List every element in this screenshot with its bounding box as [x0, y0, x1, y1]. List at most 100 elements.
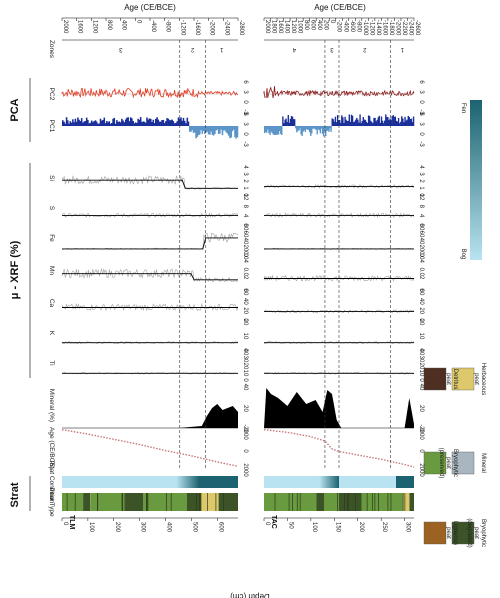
pc1-bar	[163, 123, 166, 126]
pc1-bar	[333, 121, 335, 126]
pc1-bar	[336, 115, 339, 126]
si-tick-label: 0	[418, 193, 424, 197]
ti-tick-label: 20	[418, 363, 424, 370]
pc1-bar	[106, 121, 108, 126]
pc1-bar	[83, 121, 85, 126]
fe-tick-label: 40	[418, 238, 424, 245]
section-xrf: μ - XRF (%)	[9, 240, 21, 299]
age-tick-label: 800	[106, 20, 112, 31]
pc1-bar	[136, 123, 138, 126]
pc1-bar	[340, 122, 342, 126]
age-tick-label: -1600	[381, 20, 387, 36]
ti-tick-label: 40	[242, 349, 248, 356]
pc1-bar	[274, 126, 277, 135]
depth-tick-label: 250	[381, 522, 387, 533]
pc1-bar	[191, 126, 194, 131]
pc1-TLM	[62, 117, 239, 139]
pc1-bar	[392, 115, 394, 126]
zone-label: 2	[190, 46, 194, 52]
pc1-bar	[360, 123, 362, 126]
pc1-tick-label: 0	[242, 132, 248, 136]
pc1-bar	[394, 116, 397, 126]
section-pca: PCA	[9, 98, 21, 121]
legend-label: Bryophytic	[480, 519, 486, 547]
pc1-bar	[279, 126, 281, 131]
pc1-bar	[332, 119, 334, 126]
ti-tick-label: 40	[418, 349, 424, 356]
ca-tick-label: 60	[418, 289, 424, 296]
pc1-bar	[180, 117, 182, 126]
pc1-bar	[73, 122, 75, 126]
core-label-TLM: TLM	[68, 515, 75, 530]
pc1-bar	[150, 118, 152, 126]
peat-type-segment	[62, 493, 84, 511]
pc1-bar	[374, 117, 376, 126]
track-bands: 2000 1600 1200 800 400 0 -400 -800 -1200 -1600 -20…	[61, 17, 420, 533]
pc1-bar	[63, 121, 65, 126]
pc1-bar	[74, 118, 77, 126]
mineral-tick-label: 0	[418, 428, 424, 432]
age-tick-label: -2400	[407, 20, 413, 36]
zones-TLM: 3 2 1	[62, 39, 238, 52]
peat-type-segment	[125, 493, 143, 511]
xrf-fe-TAC	[264, 247, 415, 250]
pc1-bar	[85, 117, 88, 126]
k-tick-label: 10	[418, 333, 424, 340]
pc1-bar	[388, 120, 390, 126]
pc1-bar	[160, 121, 162, 126]
pc1-bar	[297, 126, 299, 131]
pc1-bar	[114, 123, 117, 126]
legend-swatch	[451, 367, 475, 391]
pc1-bar	[153, 123, 156, 126]
legend-swatch	[451, 451, 475, 475]
pc1-bar	[80, 118, 83, 126]
pc1-bar	[298, 126, 300, 131]
pc1-bar	[220, 126, 222, 130]
pc1-bar	[210, 126, 212, 132]
pc1-bar	[219, 126, 221, 134]
pc1-bar	[267, 126, 269, 130]
xrf-ti-TAC	[263, 371, 415, 375]
pc1-bar	[406, 119, 408, 126]
age-tick-label: 2000	[264, 20, 270, 34]
pc1-tick-label: 3	[242, 122, 248, 126]
mn-tick-label: 0.04	[418, 251, 424, 263]
pc1-bar	[101, 120, 103, 126]
si-tick-label: 1	[242, 186, 248, 190]
pc1-bar	[143, 121, 146, 126]
pc1-bar	[102, 120, 104, 126]
k-tick-label: 20	[418, 319, 424, 326]
pc1-bar	[319, 126, 322, 134]
pc1-bar	[281, 126, 283, 135]
pc1-bar	[133, 123, 136, 126]
s-tick-label: 12	[242, 194, 248, 201]
s-tick-label: 0	[242, 223, 248, 227]
mineral-tick-label: 0	[242, 428, 248, 432]
ca-track-label: Ca	[48, 299, 55, 308]
age-tick-label: -1800	[388, 20, 394, 36]
pc1-bar	[275, 126, 278, 135]
pc1-bar	[397, 117, 400, 126]
pc1-bar	[64, 123, 67, 126]
pc1-bar	[372, 123, 374, 126]
depth-tick-label: 100	[88, 522, 94, 533]
pc1-bar	[306, 126, 309, 130]
pc1-bar	[190, 126, 192, 132]
peat-type-segment	[90, 493, 126, 511]
pc1-bar	[282, 116, 284, 126]
depth-tick-label: 100	[311, 522, 317, 533]
age-tick-label: 0	[135, 20, 141, 24]
age-tick-label: -800	[165, 20, 171, 33]
pc1-bar	[137, 118, 139, 126]
pc1-bar	[116, 120, 118, 126]
pc1-bar	[87, 119, 89, 126]
mineral-area	[62, 404, 238, 428]
pc1-bar	[112, 118, 114, 126]
legend-label: (preserved)	[438, 448, 444, 479]
pc1-bar	[205, 126, 207, 133]
age-model-line	[61, 429, 239, 467]
age-tick-label: 1000	[297, 20, 303, 34]
pc1-bar	[141, 122, 143, 126]
ti-tick-label: 0	[418, 378, 424, 382]
pc1-bar	[286, 122, 288, 126]
